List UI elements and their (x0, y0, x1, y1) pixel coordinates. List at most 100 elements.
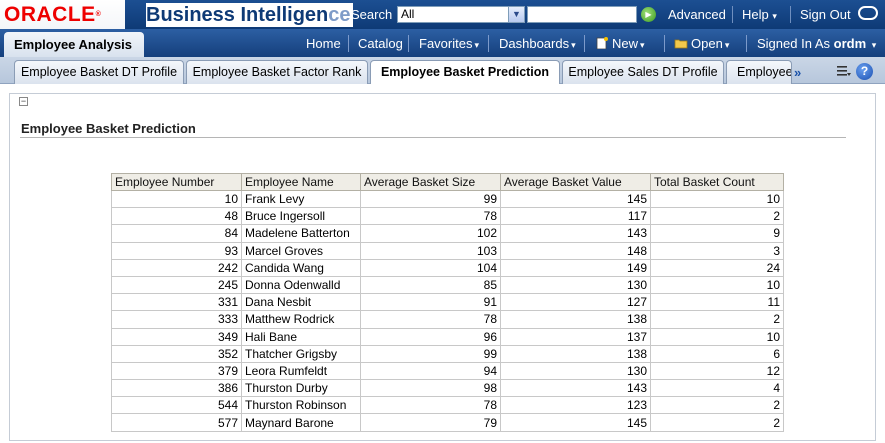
table-cell: 94 (360, 361, 501, 381)
divider (790, 6, 791, 23)
search-input[interactable] (527, 6, 637, 23)
table-cell: 85 (360, 275, 501, 295)
table-cell: 349 (111, 327, 242, 346)
collapse-icon[interactable]: − (19, 96, 28, 106)
table-cell: 143 (500, 224, 651, 243)
chevron-down-icon[interactable]: ▼ (508, 7, 524, 22)
divider (746, 35, 747, 52)
data-table: Employee Number Employee Name Average Ba… (111, 173, 784, 432)
chevron-down-icon: ▾ (474, 40, 479, 50)
table-row: 93 Marcel Groves 103 148 3 (111, 241, 784, 260)
oracle-ring-icon (858, 6, 878, 20)
table-cell: 10 (650, 275, 784, 295)
table-cell: Thurston Robinson (241, 396, 361, 415)
table-row: 333 Matthew Rodrick 78 138 2 (111, 310, 784, 329)
search-label: Search (351, 7, 393, 22)
table-cell: 10 (650, 189, 784, 209)
table-cell: 48 (111, 207, 242, 226)
advanced-link[interactable]: Advanced (668, 7, 726, 22)
column-header[interactable]: Average Basket Value (500, 173, 651, 191)
table-cell: 96 (360, 327, 501, 346)
page-options-icon[interactable] (837, 65, 851, 77)
table-cell: 11 (650, 293, 784, 312)
table-cell: 78 (360, 310, 501, 329)
table-cell: 98 (360, 379, 501, 398)
table-cell: 130 (500, 275, 651, 295)
menu-bar: Employee Analysis Home Catalog Favorites… (0, 29, 885, 57)
table-cell: 379 (111, 361, 242, 381)
favorites-menu[interactable]: Favorites ▾ (419, 36, 479, 51)
table-cell: 331 (111, 293, 242, 312)
tab-employee-basket-prediction[interactable]: Employee Basket Prediction (370, 60, 560, 85)
folder-icon (674, 39, 688, 49)
table-cell: 10 (111, 189, 242, 209)
table-cell: 137 (500, 327, 651, 346)
tab-employee[interactable]: Employee (726, 60, 792, 84)
section-title: Employee Basket Prediction (21, 121, 196, 136)
table-cell: 24 (650, 258, 784, 277)
tab-employee-basket-factor-rank[interactable]: Employee Basket Factor Rank (186, 60, 368, 84)
table-row: 352 Thatcher Grigsby 99 138 6 (111, 344, 784, 363)
table-cell: 103 (360, 241, 501, 260)
title-divider (20, 137, 846, 138)
table-cell: 2 (650, 396, 784, 415)
column-header[interactable]: Average Basket Size (360, 173, 501, 191)
go-arrow-icon[interactable]: ▶ (641, 7, 656, 22)
top-header: ORACLE® Business Intelligence Search All… (0, 0, 885, 29)
table-cell: 245 (111, 275, 242, 295)
dashboards-menu[interactable]: Dashboards ▾ (499, 36, 576, 51)
table-cell: 9 (650, 224, 784, 243)
table-header-row: Employee Number Employee Name Average Ba… (111, 173, 784, 191)
table-cell: 104 (360, 258, 501, 277)
home-link[interactable]: Home (306, 36, 341, 51)
column-header[interactable]: Employee Number (111, 173, 242, 191)
search-scope-select[interactable]: All ▼ (397, 6, 525, 23)
table-cell: 577 (111, 413, 242, 432)
table-row: 84 Madelene Batterton 102 143 9 (111, 224, 784, 243)
table-row: 10 Frank Levy 99 145 10 (111, 189, 784, 209)
divider (664, 35, 665, 52)
table-cell: 78 (360, 396, 501, 415)
tab-employee-basket-dt-profile[interactable]: Employee Basket DT Profile (14, 60, 184, 84)
divider (408, 35, 409, 52)
table-cell: 78 (360, 207, 501, 226)
table-cell: 145 (500, 413, 651, 432)
table-cell: 143 (500, 379, 651, 398)
table-cell: 2 (650, 310, 784, 329)
table-cell: 148 (500, 241, 651, 260)
table-cell: 145 (500, 189, 651, 209)
open-menu[interactable]: Open ▾ (674, 36, 729, 51)
table-cell: 130 (500, 361, 651, 381)
oracle-logo: ORACLE® (4, 3, 102, 26)
help-menu[interactable]: Help ▾ (742, 7, 777, 22)
table-cell: Thurston Durby (241, 379, 361, 398)
table-cell: 333 (111, 310, 242, 329)
table-cell: 149 (500, 258, 651, 277)
table-cell: 79 (360, 413, 501, 432)
table-cell: 138 (500, 344, 651, 363)
help-icon[interactable]: ? (856, 63, 873, 80)
page-tabs: Employee Basket DT Profile Employee Bask… (0, 57, 885, 85)
divider (584, 35, 585, 52)
table-row: 245 Donna Odenwalld 85 130 10 (111, 275, 784, 295)
divider (732, 6, 733, 23)
tab-employee-sales-dt-profile[interactable]: Employee Sales DT Profile (562, 60, 724, 84)
table-cell: 2 (650, 207, 784, 226)
new-menu[interactable]: New ▾ (595, 36, 645, 51)
signed-in-menu[interactable]: Signed In As ordm ▾ (757, 36, 877, 51)
table-cell: Thatcher Grigsby (241, 344, 361, 363)
catalog-link[interactable]: Catalog (358, 36, 403, 51)
column-header[interactable]: Total Basket Count (650, 173, 784, 191)
table-cell: 2 (650, 413, 784, 432)
table-row: 48 Bruce Ingersoll 78 117 2 (111, 207, 784, 226)
dashboard-tab[interactable]: Employee Analysis (4, 32, 144, 57)
table-row: 331 Dana Nesbit 91 127 11 (111, 293, 784, 312)
more-tabs-icon[interactable]: » (794, 65, 802, 80)
table-row: 577 Maynard Barone 79 145 2 (111, 413, 784, 432)
table-cell: 93 (111, 241, 242, 260)
table-row: 386 Thurston Durby 98 143 4 (111, 379, 784, 398)
section-frame (9, 93, 876, 441)
table-cell: Matthew Rodrick (241, 310, 361, 329)
column-header[interactable]: Employee Name (241, 173, 361, 191)
sign-out-link[interactable]: Sign Out (800, 7, 851, 22)
